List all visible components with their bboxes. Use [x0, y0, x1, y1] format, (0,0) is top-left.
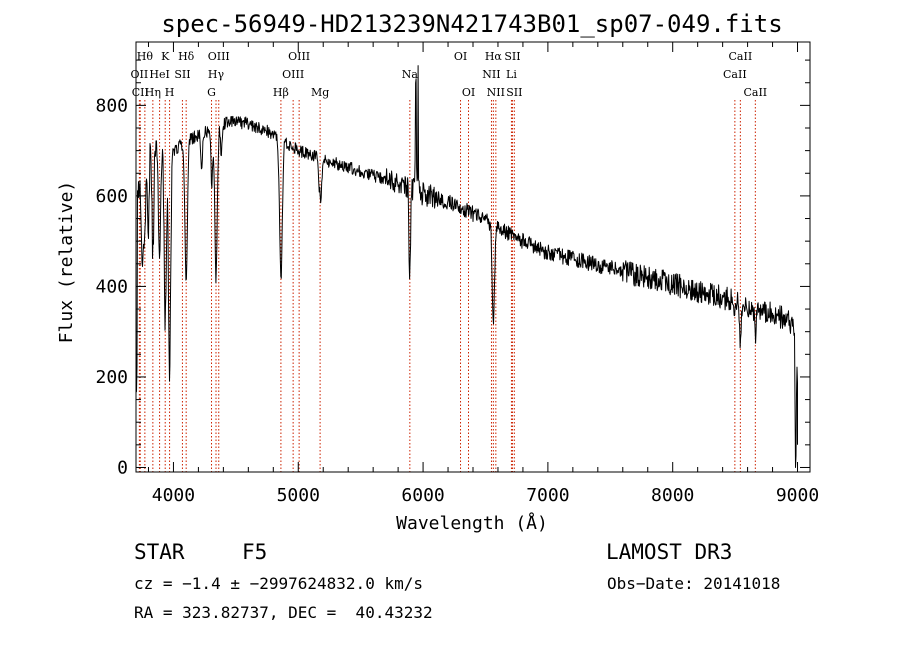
plot-frame	[135, 41, 811, 473]
line-marker-label: CaII	[723, 68, 747, 81]
axis-ticks	[136, 42, 810, 472]
line-marker-label: HeI	[149, 68, 169, 81]
y-tick-label: 400	[95, 276, 128, 297]
y-tick-label: 0	[117, 457, 128, 478]
x-tick-label: 9000	[776, 485, 819, 506]
x-tick-label: 4000	[152, 485, 195, 506]
survey-name: LAMOST DR3	[606, 540, 733, 564]
x-tick-label: 6000	[401, 485, 444, 506]
object-class: STAR	[134, 540, 185, 564]
y-tick-label: 800	[95, 95, 128, 116]
obs-date: Obs−Date: 20141018	[607, 574, 781, 593]
spectrum-line	[135, 65, 798, 468]
line-marker-label: Li	[506, 68, 517, 81]
line-marker-label: Na	[402, 68, 419, 81]
line-markers: OIICIIHθHηHeIKHSIIHδGHγOIIIHβOIIIOIIIMgN…	[131, 50, 767, 472]
line-marker-label: Hη	[145, 86, 161, 99]
line-marker-label: Mg	[311, 86, 329, 99]
line-marker-label: SII	[174, 68, 190, 81]
coordinates: RA = 323.82737, DEC = 40.43232	[134, 603, 433, 622]
x-tick-label: 8000	[651, 485, 694, 506]
axis-labels: 4000 5000 6000 7000 8000 9000 0 200 400 600 800	[95, 95, 819, 506]
line-marker-label: OI	[462, 86, 475, 99]
line-marker-label: Hβ	[273, 86, 289, 99]
line-marker-label: OIII	[208, 50, 230, 63]
spectrum-series	[135, 65, 798, 468]
y-axis-title: Flux (relative)	[56, 181, 77, 344]
line-marker-label: SII	[506, 86, 522, 99]
line-marker-label: Hθ	[137, 50, 154, 63]
line-marker-label: Hα	[485, 50, 503, 63]
y-tick-label: 200	[95, 367, 128, 388]
line-marker-label: OII	[131, 68, 149, 81]
cz-value: cz = −1.4 ± −2997624832.0 km/s	[134, 574, 423, 593]
line-marker-label: CaII	[743, 86, 767, 99]
chart-title: spec-56949-HD213239N421743B01_sp07-049.f…	[161, 10, 782, 38]
line-marker-label: CaII	[729, 50, 753, 63]
x-tick-label: 7000	[526, 485, 569, 506]
line-marker-label: Hδ	[178, 50, 195, 63]
x-tick-label: 5000	[277, 485, 320, 506]
x-axis-title: Wavelength (Å)	[396, 512, 548, 534]
line-marker-label: SII	[504, 50, 520, 63]
object-subclass: F5	[242, 540, 268, 564]
line-marker-label: Hγ	[208, 68, 225, 81]
line-marker-label: H	[165, 86, 175, 99]
line-marker-label: K	[161, 50, 170, 63]
line-marker-label: G	[207, 86, 216, 99]
line-marker-label: NII	[482, 68, 500, 81]
y-tick-label: 600	[95, 186, 128, 207]
line-marker-label: OIII	[282, 68, 304, 81]
line-marker-label: NII	[487, 86, 505, 99]
line-marker-label: OIII	[288, 50, 310, 63]
line-marker-label: OI	[454, 50, 467, 63]
